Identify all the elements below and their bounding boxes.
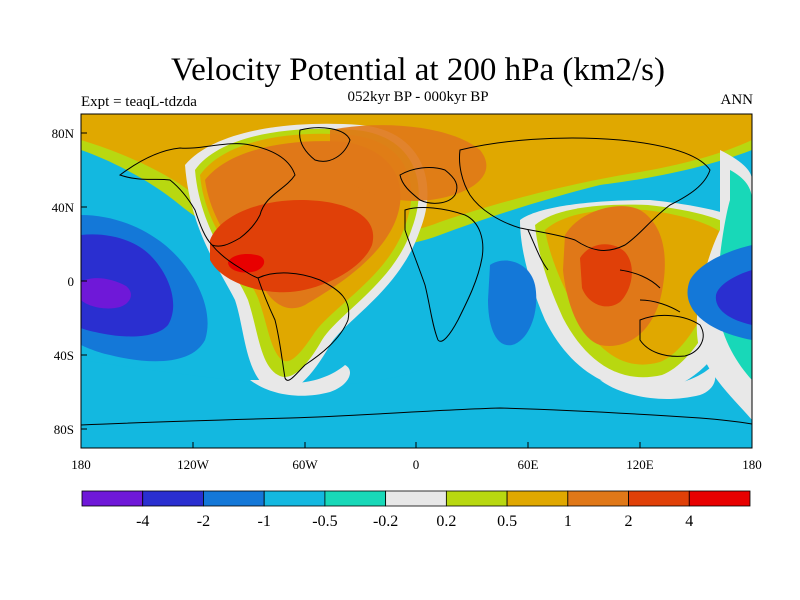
colorbar-swatch bbox=[81, 490, 144, 507]
colorbar-label: 1 bbox=[564, 513, 572, 530]
colorbar-swatch bbox=[385, 490, 447, 507]
map-subtitle: 052kyr BP - 000kyr BP bbox=[347, 89, 489, 105]
lon-tick-60e: 60E bbox=[518, 457, 539, 472]
colorbar-swatch bbox=[263, 490, 326, 507]
lat-tick-80n: 80N bbox=[52, 126, 75, 141]
colorbar-swatch bbox=[506, 490, 569, 507]
colorbar-swatch bbox=[628, 490, 690, 507]
coastlines bbox=[81, 127, 752, 426]
colorbar-label: 0.2 bbox=[436, 513, 456, 530]
colorbar-swatch bbox=[567, 490, 629, 507]
colorbar-label: -0.5 bbox=[312, 513, 337, 530]
colorbar-label: 0.5 bbox=[497, 513, 517, 530]
colorbar-label: -0.2 bbox=[373, 513, 398, 530]
colorbar-swatch bbox=[203, 490, 265, 507]
lat-tick-80s: 80S bbox=[54, 422, 74, 437]
colorbar-label: 2 bbox=[625, 513, 633, 530]
colorbar-label: -1 bbox=[258, 513, 271, 530]
lon-tick-180w: 180 bbox=[71, 457, 91, 472]
lon-axis: 180 120W 60W 0 60E 120E 180 bbox=[71, 442, 762, 472]
colorbar: -4 -2 -1 -0.5 -0.2 0.2 0.5 1 2 4 bbox=[81, 490, 751, 530]
lon-tick-180e: 180 bbox=[742, 457, 762, 472]
lon-tick-120e: 120E bbox=[626, 457, 654, 472]
season-label: ANN bbox=[720, 92, 754, 108]
lat-tick-40n: 40N bbox=[52, 200, 75, 215]
colorbar-label: -4 bbox=[136, 513, 149, 530]
colorbar-swatch bbox=[688, 490, 751, 507]
lat-axis: 80N 40N 0 40S 80S bbox=[52, 126, 87, 437]
page-title: Velocity Potential at 200 hPa (km2/s) bbox=[170, 52, 666, 88]
colorbar-label: 4 bbox=[685, 513, 693, 530]
colorbar-swatch bbox=[445, 490, 508, 507]
colorbar-label: -2 bbox=[197, 513, 210, 530]
lon-tick-120w: 120W bbox=[177, 457, 210, 472]
lon-tick-60w: 60W bbox=[292, 457, 318, 472]
lat-tick-40s: 40S bbox=[54, 348, 74, 363]
colorbar-swatch bbox=[324, 490, 387, 507]
colorbar-swatch bbox=[142, 490, 204, 507]
lat-tick-0: 0 bbox=[68, 274, 75, 289]
contour-field bbox=[81, 114, 752, 448]
lon-tick-0: 0 bbox=[413, 457, 420, 472]
experiment-label: Expt = teaqL-tdzda bbox=[81, 94, 197, 110]
